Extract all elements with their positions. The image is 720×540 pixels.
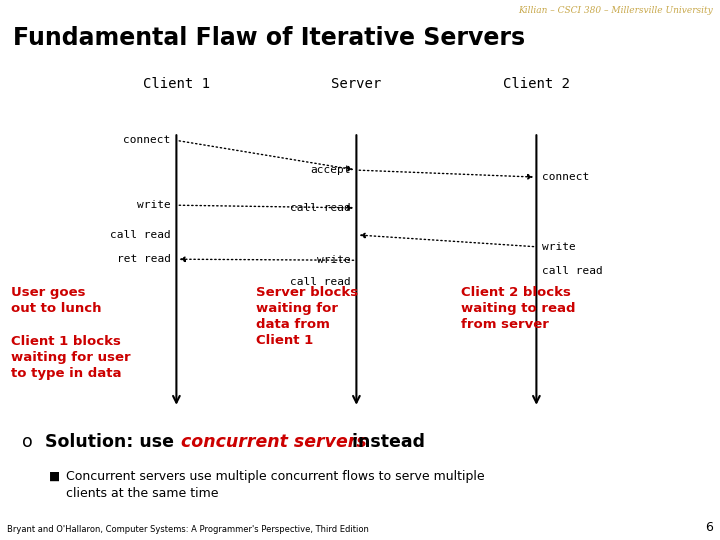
Text: Solution: use: Solution: use: [45, 433, 181, 451]
Text: ret read: ret read: [117, 254, 171, 264]
Text: write: write: [137, 200, 171, 210]
Text: Server blocks
waiting for
data from
Client 1: Server blocks waiting for data from Clie…: [256, 286, 358, 347]
Text: Client 1: Client 1: [143, 77, 210, 91]
Text: 6: 6: [705, 521, 713, 534]
Text: Client 2 blocks
waiting to read
from server: Client 2 blocks waiting to read from ser…: [461, 286, 575, 331]
Text: connect: connect: [542, 172, 590, 182]
Text: Server: Server: [331, 77, 382, 91]
Text: call read: call read: [290, 203, 351, 213]
Text: write: write: [542, 242, 576, 252]
Text: Killian – CSCI 380 – Millersville University: Killian – CSCI 380 – Millersville Univer…: [518, 6, 713, 16]
Text: Bryant and O'Hallaron, Computer Systems: A Programmer's Perspective, Third Editi: Bryant and O'Hallaron, Computer Systems:…: [7, 524, 369, 534]
Text: o: o: [22, 433, 32, 451]
Text: write: write: [317, 255, 351, 265]
Text: call read: call read: [290, 277, 351, 287]
Text: User goes
out to lunch: User goes out to lunch: [11, 286, 102, 315]
Text: connect: connect: [123, 136, 171, 145]
Text: instead: instead: [346, 433, 426, 451]
Text: call read: call read: [542, 266, 603, 276]
Text: ■: ■: [49, 470, 60, 483]
Text: Concurrent servers use multiple concurrent flows to serve multiple
clients at th: Concurrent servers use multiple concurre…: [66, 470, 485, 500]
Text: accept: accept: [310, 165, 351, 175]
Text: call read: call read: [110, 230, 171, 240]
Text: concurrent servers: concurrent servers: [181, 433, 366, 451]
Text: Client 1 blocks
waiting for user
to type in data: Client 1 blocks waiting for user to type…: [11, 335, 130, 380]
Text: Client 2: Client 2: [503, 77, 570, 91]
Text: Fundamental Flaw of Iterative Servers: Fundamental Flaw of Iterative Servers: [13, 26, 525, 50]
